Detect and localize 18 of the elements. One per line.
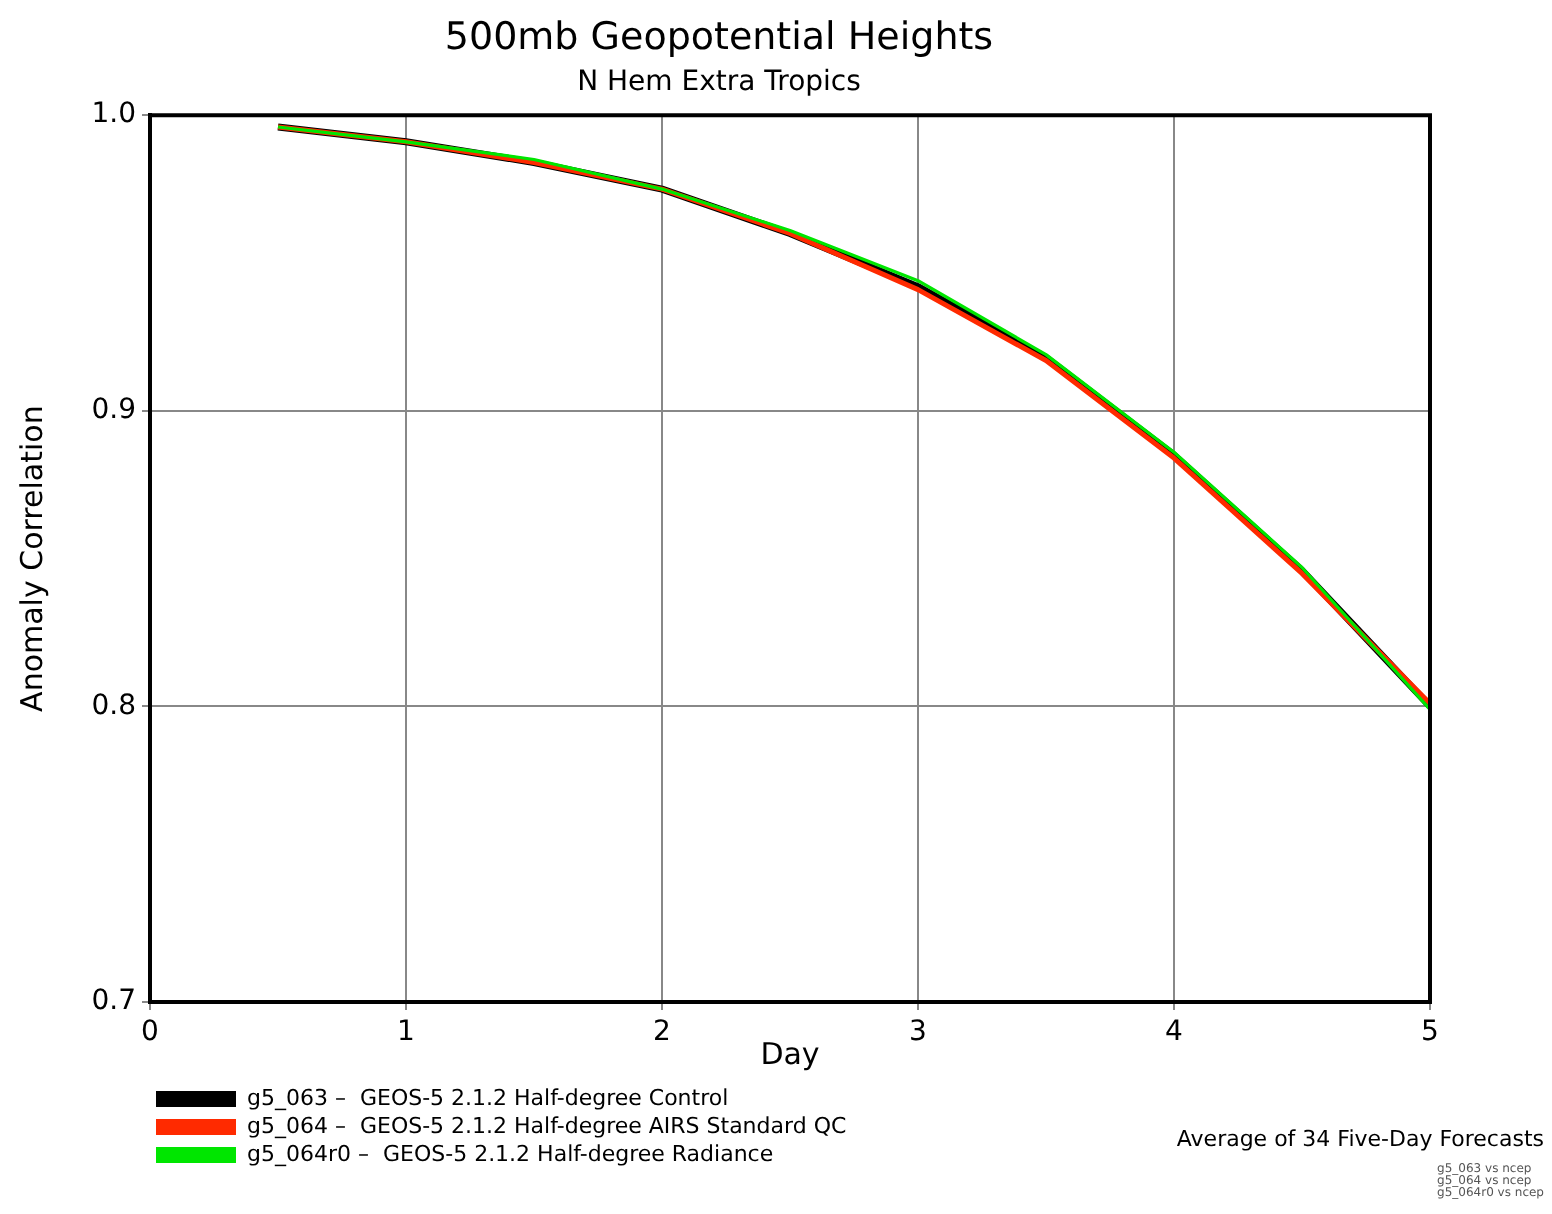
x-tick-label: 0: [141, 1016, 159, 1049]
y-tick-label: 1.0: [91, 98, 136, 131]
x-tick-label: 3: [909, 1016, 927, 1049]
x-tick-label: 5: [1421, 1016, 1439, 1049]
y-axis-title: Anomaly Correlation: [13, 405, 50, 712]
x-tick-label: 1: [397, 1016, 415, 1049]
text: Average of 34 Five-Day Forecasts: [1176, 1126, 1544, 1152]
x-axis-title: Day: [760, 1035, 820, 1072]
x-tick-label: 4: [1165, 1016, 1184, 1049]
legend-label: g5_064 – GEOS-5 2.1.2 Half-degree AIRS Standard QC: [247, 1112, 847, 1139]
y-tick-label: 0.7: [91, 985, 136, 1018]
chart-subtitle: N Hem Extra Tropics: [577, 65, 861, 98]
legend-label: g5_063 – GEOS-5 2.1.2 Half-degree Control: [247, 1084, 729, 1111]
chart-title: 500mb Geopotential Heights: [444, 14, 994, 59]
x-tick-label: 2: [653, 1016, 671, 1049]
legend-label: g5_064r0 – GEOS-5 2.1.2 Half-degree Radiance: [247, 1140, 774, 1167]
y-tick-label: 0.9: [91, 394, 136, 427]
y-tick-label: 0.8: [91, 689, 136, 722]
